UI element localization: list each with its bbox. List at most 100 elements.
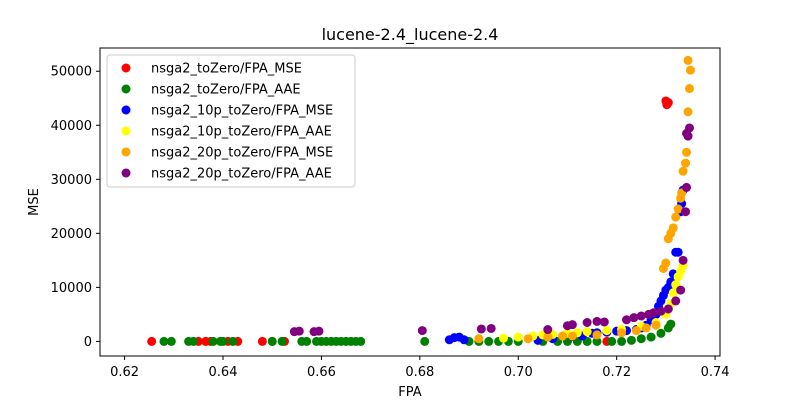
data-point: [356, 336, 366, 346]
data-point: [314, 326, 324, 336]
legend-marker: [121, 126, 131, 136]
data-point: [671, 296, 681, 306]
y-tick-label: 30000: [51, 173, 92, 188]
data-point: [523, 334, 533, 344]
data-point: [602, 326, 612, 336]
data-point: [649, 308, 659, 318]
data-point: [681, 207, 691, 217]
data-point: [682, 128, 692, 138]
data-point: [682, 182, 692, 192]
x-tick-label: 0.68: [405, 365, 434, 380]
legend-label: nsga2_toZero/FPA_AAE: [151, 83, 301, 98]
y-tick-label: 50000: [51, 65, 92, 80]
data-point: [607, 336, 617, 346]
series-5: [474, 55, 695, 344]
y-axis: 0 10000 20000 30000 40000 50000: [51, 65, 100, 350]
data-point: [592, 336, 602, 346]
data-point: [629, 313, 639, 323]
data-point: [661, 258, 671, 268]
data-point: [474, 334, 484, 344]
data-point: [302, 336, 312, 346]
data-point: [668, 223, 678, 233]
data-point: [641, 323, 651, 333]
data-point: [420, 336, 430, 346]
data-point: [636, 334, 646, 344]
data-point: [682, 147, 692, 157]
data-point: [208, 336, 218, 346]
data-point: [592, 330, 602, 340]
x-tick-label: 0.64: [209, 365, 238, 380]
data-point: [567, 331, 577, 341]
legend-marker: [121, 63, 131, 73]
data-point: [631, 326, 641, 336]
data-point: [673, 204, 683, 214]
legend-marker: [121, 84, 131, 94]
data-point: [663, 98, 673, 108]
data-point: [592, 316, 602, 326]
data-point: [666, 319, 676, 329]
legend-marker: [121, 105, 131, 115]
data-point: [684, 84, 694, 94]
legend-label: nsga2_toZero/FPA_MSE: [151, 62, 302, 77]
y-tick-label: 0: [84, 335, 92, 350]
x-axis-label: FPA: [398, 385, 421, 400]
data-point: [486, 323, 496, 333]
data-point: [513, 332, 523, 342]
data-point: [681, 158, 691, 168]
data-point: [636, 311, 646, 321]
data-point: [685, 65, 695, 75]
data-point: [671, 212, 681, 222]
data-point: [678, 166, 688, 176]
y-tick-label: 40000: [51, 119, 92, 134]
data-point: [267, 336, 277, 346]
data-point: [683, 107, 693, 117]
data-point: [218, 336, 228, 346]
data-point: [228, 336, 238, 346]
data-point: [599, 317, 609, 327]
data-point: [567, 320, 577, 330]
x-tick-label: 0.66: [307, 365, 336, 380]
plot-frame: [99, 47, 721, 357]
data-point: [683, 55, 693, 65]
data-point: [646, 332, 656, 342]
data-point: [166, 336, 176, 346]
x-tick-label: 0.72: [602, 365, 631, 380]
series-6: [289, 123, 694, 337]
legend-label: nsga2_20p_toZero/FPA_MSE: [151, 146, 333, 161]
data-points: [147, 55, 695, 346]
x-axis: 0.62 0.64 0.66 0.68 0.70 0.72 0.74: [110, 356, 730, 380]
series-3: [444, 185, 688, 345]
data-point: [582, 327, 592, 337]
legend-item: nsga2_toZero/FPA_AAE: [121, 83, 301, 98]
x-tick-label: 0.70: [504, 365, 533, 380]
data-point: [543, 332, 553, 342]
data-point: [678, 255, 688, 265]
data-point: [543, 325, 553, 335]
data-point: [622, 315, 632, 325]
data-point: [626, 335, 636, 345]
data-point: [617, 328, 627, 338]
series-4: [498, 261, 688, 343]
chart-title: lucene-2.4_lucene-2.4: [322, 25, 499, 45]
data-point: [656, 306, 666, 316]
y-axis-label: MSE: [27, 188, 42, 216]
data-point: [656, 328, 666, 338]
legend-label: nsga2_10p_toZero/FPA_AAE: [151, 125, 332, 140]
data-point: [277, 336, 287, 346]
data-point: [617, 336, 627, 346]
y-tick-label: 10000: [51, 281, 92, 296]
data-point: [147, 336, 157, 346]
legend-label: nsga2_20p_toZero/FPA_AAE: [151, 167, 332, 182]
legend-item: nsga2_20p_toZero/FPA_MSE: [121, 146, 333, 161]
data-point: [484, 336, 494, 346]
legend-box: [106, 54, 356, 188]
legend: nsga2_toZero/FPA_MSE nsga2_toZero/FPA_AAE…: [106, 54, 356, 188]
data-point: [558, 331, 568, 341]
legend-marker: [121, 168, 131, 178]
legend-item: nsga2_10p_toZero/FPA_AAE: [121, 125, 332, 140]
data-point: [663, 304, 673, 314]
data-point: [459, 335, 469, 345]
data-point: [498, 333, 508, 343]
legend-marker: [121, 147, 131, 157]
